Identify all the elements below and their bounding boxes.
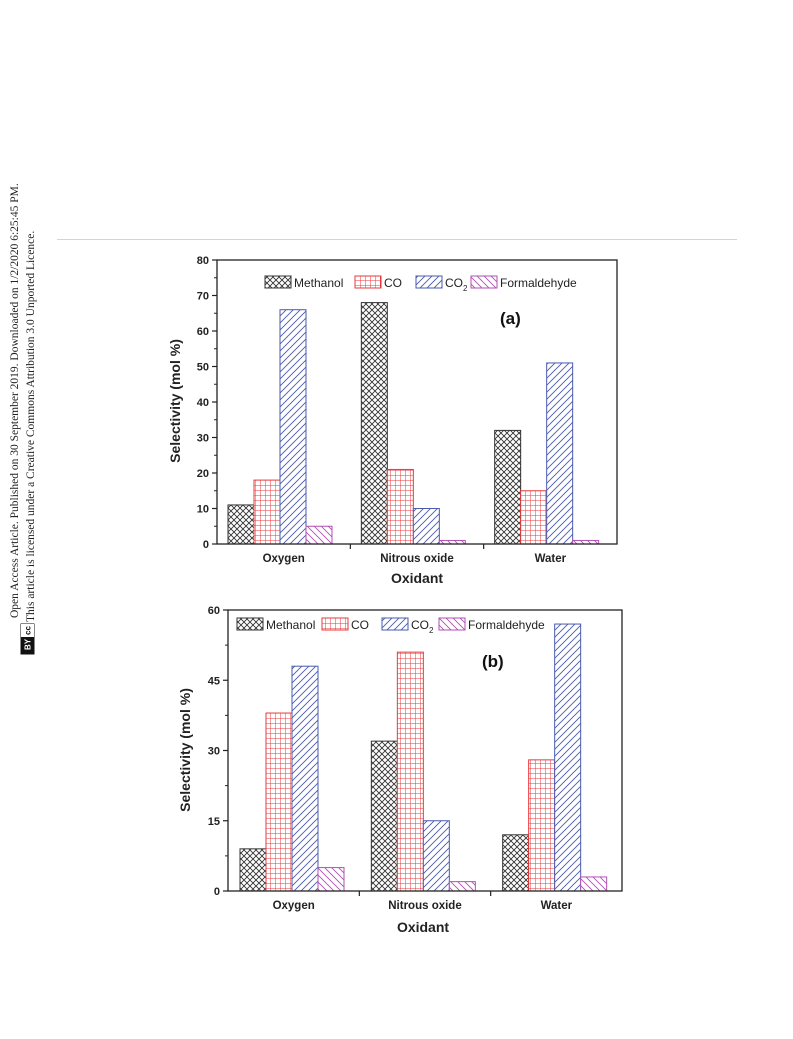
bar-co2-nitrous-oxide xyxy=(422,820,450,892)
x-tick-label: Oxygen xyxy=(263,553,305,565)
y-tick-label: 60 xyxy=(197,326,209,338)
bar-formaldehyde-nitrous-oxide xyxy=(448,881,476,892)
y-tick-label: 30 xyxy=(197,433,209,445)
bar-co-nitrous-oxide xyxy=(386,468,414,545)
x-axis-label: Oxidant xyxy=(391,570,443,586)
by-badge-label: BY xyxy=(24,638,33,650)
legend-label-co2: CO2 xyxy=(445,276,468,293)
plot-frame xyxy=(227,609,623,892)
y-tick-label: 15 xyxy=(208,816,220,828)
license-sidebar: Open Access Article. Published on 30 Sep… xyxy=(9,183,37,655)
legend-label-formaldehyde: Formaldehyde xyxy=(468,618,545,632)
bar-co-nitrous-oxide xyxy=(396,651,424,892)
x-tick-label: Water xyxy=(535,553,567,565)
y-tick-label: 0 xyxy=(214,886,220,898)
license-line-2: This article is licensed under a Creativ… xyxy=(25,231,37,622)
legend-label-methanol: Methanol xyxy=(266,618,315,632)
bar-co2-oxygen xyxy=(279,309,307,545)
cc-badge-label: cc xyxy=(24,626,33,635)
bar-co-water xyxy=(528,759,556,892)
legend-subscript: 2 xyxy=(429,626,434,635)
legend-swatch-co xyxy=(321,617,349,631)
bar-co2-oxygen xyxy=(291,665,319,892)
y-tick-label: 30 xyxy=(208,746,220,758)
legend-swatch-formaldehyde xyxy=(438,617,466,631)
bar-methanol-nitrous-oxide xyxy=(360,302,388,545)
header-rule xyxy=(57,239,737,240)
y-axis-title: Selectivity (mol %) xyxy=(177,688,193,812)
bar-co2-water xyxy=(546,362,574,545)
legend-label-methanol: Methanol xyxy=(294,276,343,290)
legend-swatch-formaldehyde xyxy=(470,275,498,289)
legend-label-formaldehyde: Formaldehyde xyxy=(500,276,577,290)
bar-formaldehyde-oxygen xyxy=(305,525,333,545)
y-tick-label: 60 xyxy=(208,605,220,617)
legend-swatch-methanol xyxy=(236,617,264,631)
bar-co-water xyxy=(520,490,548,545)
bar-co2-nitrous-oxide xyxy=(412,508,440,545)
y-tick-label: 50 xyxy=(197,362,209,374)
y-tick-label: 45 xyxy=(208,675,220,687)
y-axis-label: Selectivity (mol %) xyxy=(177,688,193,812)
bar-formaldehyde-oxygen xyxy=(317,867,345,892)
x-tick-label: Nitrous oxide xyxy=(388,900,461,912)
x-tick-label: Oxygen xyxy=(273,900,315,912)
legend-swatch-co2 xyxy=(415,275,443,289)
bar-co-oxygen xyxy=(253,479,281,545)
chart-a: Selectivity (mol %) Oxidant (a) 0 10 20 30 4… xyxy=(167,255,618,586)
bar-methanol-oxygen xyxy=(227,504,255,545)
x-tick-label: Nitrous oxide xyxy=(380,553,453,565)
y-tick-label: 80 xyxy=(197,255,209,267)
y-axis-title: Selectivity (mol %) xyxy=(167,339,183,463)
x-axis-label: Oxidant xyxy=(397,919,449,935)
legend-label-co: CO xyxy=(384,276,402,290)
chart-b: Selectivity (mol %) Oxidant (b) 0 15 30 45 6… xyxy=(177,605,623,935)
bar-methanol-oxygen xyxy=(239,848,267,892)
plot-frame xyxy=(216,259,618,545)
bar-formaldehyde-water xyxy=(580,876,608,892)
license-line-1: Open Access Article. Published on 30 Sep… xyxy=(9,183,21,618)
legend-label-co2: CO2 xyxy=(411,618,434,635)
x-tick-label: Water xyxy=(541,900,573,912)
legend-subscript: 2 xyxy=(463,284,468,293)
bar-co2-water xyxy=(554,623,582,892)
y-tick-label: 0 xyxy=(203,539,209,551)
y-tick-label: 70 xyxy=(197,291,209,303)
panel-label: (b) xyxy=(482,652,504,671)
legend-swatch-co2 xyxy=(381,617,409,631)
legend-swatch-co xyxy=(354,275,382,289)
y-tick-label: 10 xyxy=(197,504,209,516)
y-tick-label: 20 xyxy=(197,468,209,480)
bar-methanol-nitrous-oxide xyxy=(370,740,398,892)
bar-methanol-water xyxy=(502,834,530,892)
panel-label: (a) xyxy=(500,309,521,328)
y-axis-label: Selectivity (mol %) xyxy=(167,339,183,463)
cc-by-badge[interactable]: cc BY xyxy=(20,623,35,655)
legend-label-co: CO xyxy=(351,618,369,632)
legend-swatch-methanol xyxy=(264,275,292,289)
y-tick-label: 40 xyxy=(197,397,209,409)
bar-methanol-water xyxy=(494,429,522,545)
bar-co-oxygen xyxy=(265,712,293,892)
legend: Methanol CO CO2 Formaldehyde xyxy=(264,275,577,293)
legend: Methanol CO CO2 Formaldehyde xyxy=(236,617,545,635)
